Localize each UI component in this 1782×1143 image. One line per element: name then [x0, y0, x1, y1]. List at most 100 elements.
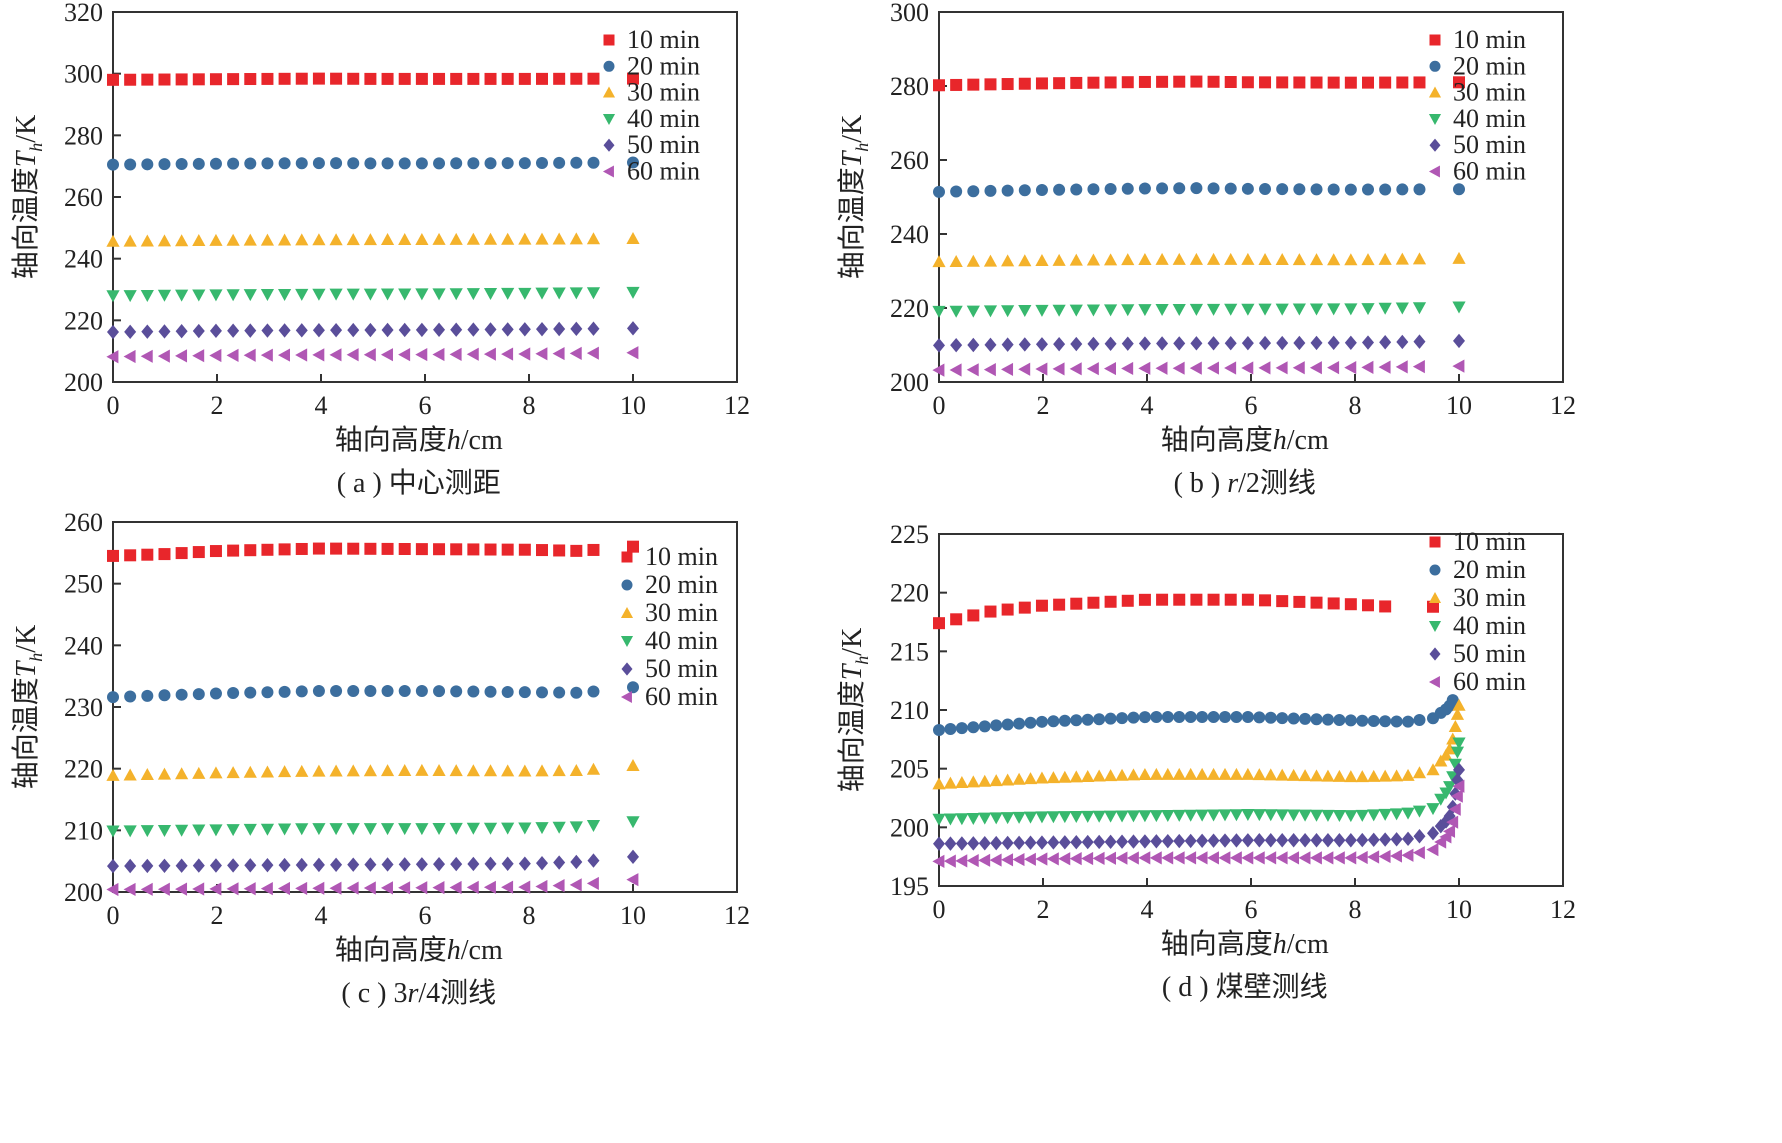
data-point [312, 288, 326, 301]
data-point [175, 547, 188, 560]
data-point [124, 158, 137, 171]
data-point [346, 288, 360, 301]
data-point [261, 686, 274, 699]
data-point [1446, 694, 1459, 707]
data-point [261, 72, 274, 85]
x-tick-label: 6 [1245, 895, 1258, 924]
data-point [415, 857, 428, 872]
series-40-min [932, 301, 1466, 318]
chart-panel-4: 0 2 4 6 8 10 12 195 200 205 210 215 220 225 轴向高度h/cm 轴向… [826, 510, 1717, 1081]
y-axis-label: 轴向温度Th/K [10, 115, 46, 280]
data-point [955, 836, 968, 851]
data-point [1378, 252, 1392, 265]
data-point [1361, 303, 1375, 316]
data-point [1121, 253, 1135, 266]
data-point [1149, 851, 1162, 865]
data-point [1401, 807, 1415, 820]
data-point [1412, 302, 1427, 315]
data-point [1450, 746, 1465, 759]
data-point [1081, 810, 1095, 823]
data-point [1104, 76, 1117, 89]
data-point [1138, 593, 1151, 606]
data-point [1362, 599, 1374, 612]
data-point [1362, 335, 1374, 350]
data-point [1121, 182, 1134, 195]
y-tick-label: 240 [890, 220, 929, 249]
data-point [226, 882, 239, 896]
data-point [1012, 772, 1026, 785]
data-point [1309, 253, 1324, 266]
data-point [175, 234, 189, 247]
data-point [1378, 808, 1392, 821]
series-30-min [932, 698, 1466, 790]
x-axis-label: 轴向高度h/cm [1161, 424, 1329, 456]
data-point [1138, 304, 1152, 317]
data-point [1195, 809, 1209, 822]
data-point [244, 323, 257, 338]
data-point [1413, 829, 1426, 844]
data-point [106, 234, 120, 247]
data-point [932, 255, 946, 268]
data-point [1127, 834, 1140, 849]
data-point [943, 854, 956, 868]
data-point [1206, 809, 1221, 822]
data-point [1396, 76, 1409, 89]
data-point [552, 346, 565, 361]
data-point [1053, 336, 1066, 352]
data-point [484, 157, 497, 170]
data-point [967, 836, 980, 851]
data-point [433, 157, 446, 170]
data-point [175, 349, 188, 363]
data-point [278, 348, 290, 362]
data-point [1259, 335, 1272, 351]
data-point [295, 233, 309, 246]
x-tick-label: 10 [1446, 391, 1472, 420]
data-point [1207, 593, 1220, 606]
data-point [1264, 851, 1277, 865]
data-point [1224, 303, 1238, 316]
data-point [1058, 811, 1072, 824]
data-point [1367, 809, 1381, 822]
data-point [346, 881, 359, 895]
data-point [175, 289, 189, 302]
data-point [1229, 851, 1242, 865]
data-point [380, 881, 393, 895]
data-point [1012, 852, 1025, 867]
data-point [1275, 809, 1289, 822]
legend-label: 60 min [627, 157, 700, 186]
data-point [1259, 182, 1272, 195]
data-point [1427, 600, 1439, 613]
x-tick-label: 6 [419, 391, 432, 420]
data-point [1104, 851, 1116, 865]
data-point [1035, 811, 1049, 824]
legend-label: 30 min [1453, 583, 1526, 612]
data-point [1321, 809, 1335, 822]
data-point [1092, 810, 1106, 823]
series-30-min [106, 758, 640, 781]
data-point [1362, 183, 1374, 196]
series-30-min [106, 232, 640, 247]
data-point [1121, 361, 1134, 376]
chart-caption: ( b ) r/2测线 [1174, 467, 1316, 499]
data-point [1035, 254, 1049, 267]
data-point [1047, 715, 1060, 728]
data-point [587, 321, 600, 336]
data-point [1264, 809, 1278, 822]
series-10-min [107, 72, 639, 86]
data-point [363, 764, 377, 777]
data-point [1224, 593, 1237, 606]
data-point [1378, 360, 1391, 374]
data-point [244, 73, 257, 86]
data-point [1052, 304, 1066, 317]
data-point [944, 723, 957, 736]
legend-label: 50 min [627, 130, 700, 159]
data-point [467, 157, 480, 170]
data-point [1190, 182, 1203, 195]
data-point [1452, 698, 1466, 711]
data-point [484, 685, 497, 698]
data-point [1172, 361, 1185, 375]
data-point [1310, 76, 1323, 89]
data-point [1053, 77, 1066, 90]
data-point [949, 363, 962, 377]
data-point [1155, 304, 1169, 317]
